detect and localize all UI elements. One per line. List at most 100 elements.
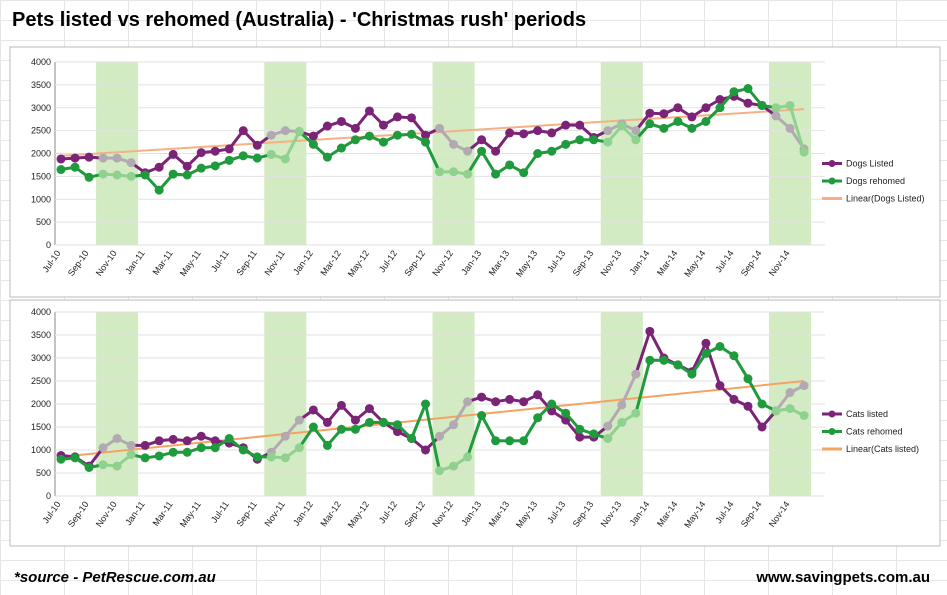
point bbox=[519, 436, 529, 446]
point bbox=[673, 103, 683, 113]
point bbox=[266, 130, 276, 140]
point bbox=[449, 139, 459, 149]
point bbox=[308, 405, 318, 415]
point bbox=[140, 440, 150, 450]
point bbox=[757, 399, 767, 409]
point bbox=[350, 415, 360, 425]
point bbox=[210, 443, 220, 453]
y-tick-label: 2500 bbox=[31, 126, 51, 136]
point bbox=[392, 420, 402, 430]
point bbox=[617, 417, 627, 427]
point bbox=[336, 424, 346, 434]
point bbox=[84, 462, 94, 472]
point bbox=[547, 399, 557, 409]
point bbox=[56, 165, 66, 175]
legend-marker bbox=[828, 177, 836, 185]
point bbox=[336, 143, 346, 153]
point bbox=[336, 116, 346, 126]
point bbox=[252, 140, 262, 150]
line-segment bbox=[620, 373, 638, 406]
point bbox=[449, 167, 459, 177]
point bbox=[392, 427, 402, 437]
y-tick-label: 4000 bbox=[31, 57, 51, 67]
y-tick-label: 4000 bbox=[31, 307, 51, 317]
point bbox=[266, 452, 276, 462]
point bbox=[364, 131, 374, 141]
point bbox=[477, 411, 487, 420]
legend-label: Dogs Listed bbox=[846, 159, 894, 169]
point bbox=[463, 169, 473, 179]
point bbox=[154, 162, 164, 172]
y-tick-label: 2000 bbox=[31, 149, 51, 159]
y-tick-label: 1000 bbox=[31, 194, 51, 204]
line-segment bbox=[788, 105, 806, 153]
point bbox=[687, 369, 697, 379]
point bbox=[519, 397, 529, 407]
point bbox=[196, 148, 206, 158]
point bbox=[463, 452, 473, 462]
point bbox=[252, 153, 262, 163]
point bbox=[224, 144, 234, 154]
point bbox=[561, 120, 571, 130]
point bbox=[715, 381, 725, 391]
point bbox=[350, 424, 360, 434]
point bbox=[294, 415, 304, 425]
point bbox=[364, 417, 374, 427]
point bbox=[435, 123, 445, 133]
point bbox=[743, 98, 753, 108]
point bbox=[322, 440, 332, 450]
line-segment bbox=[466, 415, 484, 458]
point bbox=[589, 135, 599, 145]
point bbox=[701, 348, 711, 358]
line-segment bbox=[283, 130, 301, 160]
page-title: Pets listed vs rehomed (Australia) - 'Ch… bbox=[12, 9, 586, 31]
point bbox=[505, 128, 515, 138]
point bbox=[140, 453, 150, 463]
point bbox=[435, 466, 445, 476]
point bbox=[421, 399, 431, 409]
y-tick-label: 0 bbox=[46, 240, 51, 250]
point bbox=[98, 460, 108, 470]
point bbox=[154, 436, 164, 446]
point bbox=[575, 120, 585, 130]
point bbox=[547, 128, 557, 138]
point bbox=[631, 126, 641, 136]
point bbox=[98, 153, 108, 163]
point bbox=[757, 422, 767, 432]
point bbox=[182, 436, 192, 446]
point bbox=[799, 411, 809, 420]
point bbox=[743, 401, 753, 411]
point bbox=[715, 95, 725, 105]
point bbox=[449, 461, 459, 471]
point bbox=[687, 112, 697, 122]
point bbox=[491, 146, 501, 156]
point bbox=[70, 453, 80, 463]
point bbox=[477, 146, 487, 156]
y-tick-label: 500 bbox=[36, 468, 51, 478]
y-tick-label: 2000 bbox=[31, 399, 51, 409]
y-tick-label: 0 bbox=[46, 491, 51, 501]
point bbox=[280, 154, 290, 164]
point bbox=[645, 355, 655, 365]
point bbox=[533, 126, 543, 136]
point bbox=[533, 413, 543, 423]
point bbox=[491, 169, 501, 179]
point bbox=[280, 453, 290, 463]
point bbox=[533, 390, 543, 400]
legend-label: Linear(Cats listed) bbox=[846, 444, 919, 454]
point bbox=[308, 131, 318, 141]
point bbox=[252, 452, 262, 462]
point bbox=[617, 121, 627, 131]
point bbox=[757, 100, 767, 110]
point bbox=[519, 129, 529, 139]
point bbox=[407, 129, 416, 139]
point bbox=[743, 84, 753, 94]
legend-label: Cats rehomed bbox=[846, 427, 903, 437]
point bbox=[491, 436, 501, 446]
point bbox=[378, 417, 388, 427]
point bbox=[168, 149, 178, 159]
legend-label: Linear(Dogs Listed) bbox=[846, 194, 925, 204]
y-tick-label: 2500 bbox=[31, 376, 51, 386]
point bbox=[631, 369, 641, 379]
point bbox=[673, 116, 683, 126]
